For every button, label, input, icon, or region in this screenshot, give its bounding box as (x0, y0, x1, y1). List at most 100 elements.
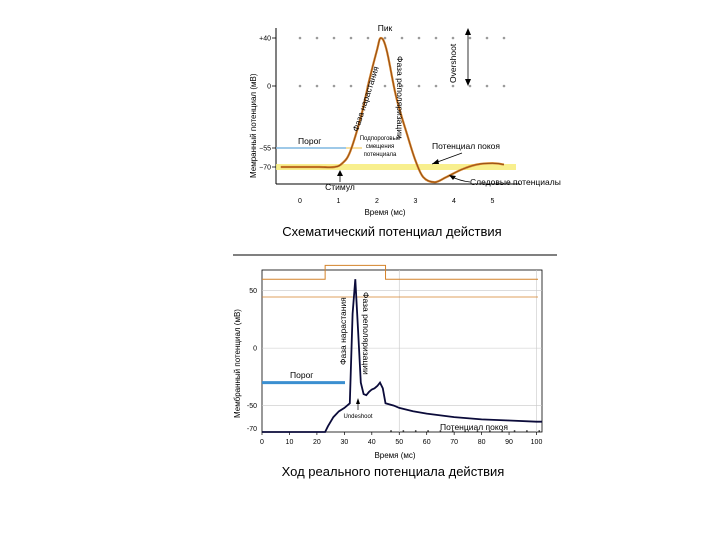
bottom-series-line (262, 279, 542, 433)
top-grid-dot (400, 84, 404, 88)
top-grid-dot (468, 84, 472, 88)
bottom-y-label: Мембранный потенциал (мВ) (233, 309, 242, 418)
stimulus-trace (262, 264, 538, 280)
after-potentials-label: Следовые потенциалы (470, 177, 561, 187)
top-grid-dot (383, 84, 387, 88)
bottom-y-tick-label: 0 (253, 346, 257, 353)
bottom-x-label: Время (мс) (374, 451, 415, 460)
after-potentials-arrow-head (449, 175, 456, 180)
threshold-label: Порог (298, 136, 321, 146)
rising-phase-label: Фаза нарастания (350, 65, 381, 133)
bottom-x-tick-label: 50 (395, 439, 403, 446)
bottom-rest-dot (526, 430, 528, 432)
top-grid-dot (434, 84, 438, 88)
repolarization-phase-label: Фаза реполяризации (395, 56, 405, 139)
top-y-label: Мемранный потенциал (мВ) (249, 73, 258, 178)
top-grid-dot (502, 36, 506, 40)
bottom-x-tick-label: 30 (340, 439, 348, 446)
top-grid-dot (451, 36, 455, 40)
top-grid-dot (485, 36, 489, 40)
resting-band (276, 164, 516, 170)
bottom-rest-dot (538, 430, 541, 432)
bottom-x-tick-label: 40 (368, 439, 376, 446)
bottom-x-tick-label: 70 (450, 439, 458, 446)
subthreshold-label-2: смещения (366, 144, 395, 150)
top-x-ticks: 0 1 2 3 4 5 (298, 198, 495, 205)
bottom-rest-dot (464, 430, 467, 432)
top-x-label: Время (мс) (364, 208, 405, 217)
top-grid (298, 36, 506, 88)
stimulus-arrow-head (337, 170, 343, 176)
top-grid-dot (434, 36, 438, 40)
bottom-threshold-label: Порог (290, 370, 313, 380)
real-chart: 50 0 -50 -70 0 10 20 30 40 50 60 70 80 90 100 Порог Ф… (233, 264, 542, 479)
bottom-x-tick-label: 10 (286, 439, 294, 446)
bottom-x-ticks: 0 10 20 30 40 50 60 70 80 90 100 (260, 432, 542, 446)
top-grid-dot (451, 84, 455, 88)
subthreshold-label-1: Подпороговые (360, 136, 401, 142)
top-grid-dot (417, 84, 421, 88)
bottom-resting-label: Потенциал покоя (440, 422, 508, 432)
top-x-tick-label: 5 (491, 198, 495, 205)
bottom-x-tick-label: 60 (423, 439, 431, 446)
top-x-tick-label: 4 (452, 198, 456, 205)
top-grid-dot (349, 84, 353, 88)
top-y-tick-label: −70 (259, 165, 271, 172)
bottom-chart-title: Ход реального потенциала действия (282, 464, 505, 479)
bottom-rest-dot (427, 430, 429, 432)
top-grid-dot (298, 84, 302, 88)
overshoot-arrow-head-up (465, 28, 471, 35)
top-grid-dot (349, 36, 353, 40)
stimulus-label: Стимул (325, 182, 355, 192)
bottom-rest-dot (501, 430, 504, 432)
bottom-rest-dot (513, 430, 516, 432)
undershoot-label: Undeshoot (343, 414, 372, 420)
top-series-line-core (280, 37, 505, 183)
schematic-chart: +40 0 −55 −70 0 1 2 3 4 5 Пик Фаза нарастания Фа… (249, 23, 561, 239)
peak-label: Пик (378, 23, 393, 33)
bottom-rest-dot (414, 430, 417, 432)
top-grid-dot (315, 84, 319, 88)
bottom-y-tick-label: -50 (247, 403, 257, 410)
top-x-tick-label: 0 (298, 198, 302, 205)
top-grid-dot (417, 36, 421, 40)
bottom-x-tick-label: 90 (505, 439, 513, 446)
overshoot-label: Overshoot (448, 43, 458, 83)
undershoot-arrow-head (356, 398, 360, 404)
bottom-rest-dot (390, 430, 392, 432)
bottom-x-tick-label: 80 (478, 439, 486, 446)
bottom-repolarization-label: Фаза реполяризации (361, 292, 371, 375)
top-grid-dot (468, 36, 472, 40)
bottom-rising-label: Фаза нарастания (338, 297, 348, 365)
top-y-tick-label: −55 (259, 146, 271, 153)
top-grid-dot (315, 36, 319, 40)
bottom-rest-dot (488, 430, 491, 432)
top-y-tick-label: +40 (259, 36, 271, 43)
top-y-ticks: +40 0 −55 −70 (259, 36, 276, 172)
top-grid-dot (383, 36, 387, 40)
bottom-rest-dot (476, 430, 479, 432)
top-grid-dot (485, 84, 489, 88)
bottom-rest-dot (439, 430, 442, 432)
bottom-x-tick-label: 0 (260, 439, 264, 446)
top-x-tick-label: 2 (375, 198, 379, 205)
bottom-rest-dots (390, 430, 541, 432)
top-grid-dot (332, 36, 336, 40)
bottom-rest-dot (451, 430, 454, 432)
top-chart-title: Схематический потенциал действия (282, 224, 501, 239)
subthreshold-label-3: потенциала (364, 152, 397, 158)
bottom-y-tick-label: 50 (249, 288, 257, 295)
resting-arrow-head (432, 159, 439, 164)
top-grid-dot (298, 36, 302, 40)
bottom-y-ticks: 50 0 -50 -70 (247, 288, 257, 433)
resting-potential-label: Потенциал покоя (432, 141, 500, 151)
top-x-tick-label: 3 (414, 198, 418, 205)
top-grid-dot (366, 36, 370, 40)
top-grid-dot (332, 84, 336, 88)
top-grid-dot (400, 36, 404, 40)
bottom-x-tick-label: 100 (531, 439, 543, 446)
top-series-line (280, 36, 505, 184)
bottom-y-tick-label: -70 (247, 426, 257, 433)
overshoot-arrow-head-down (465, 79, 471, 86)
